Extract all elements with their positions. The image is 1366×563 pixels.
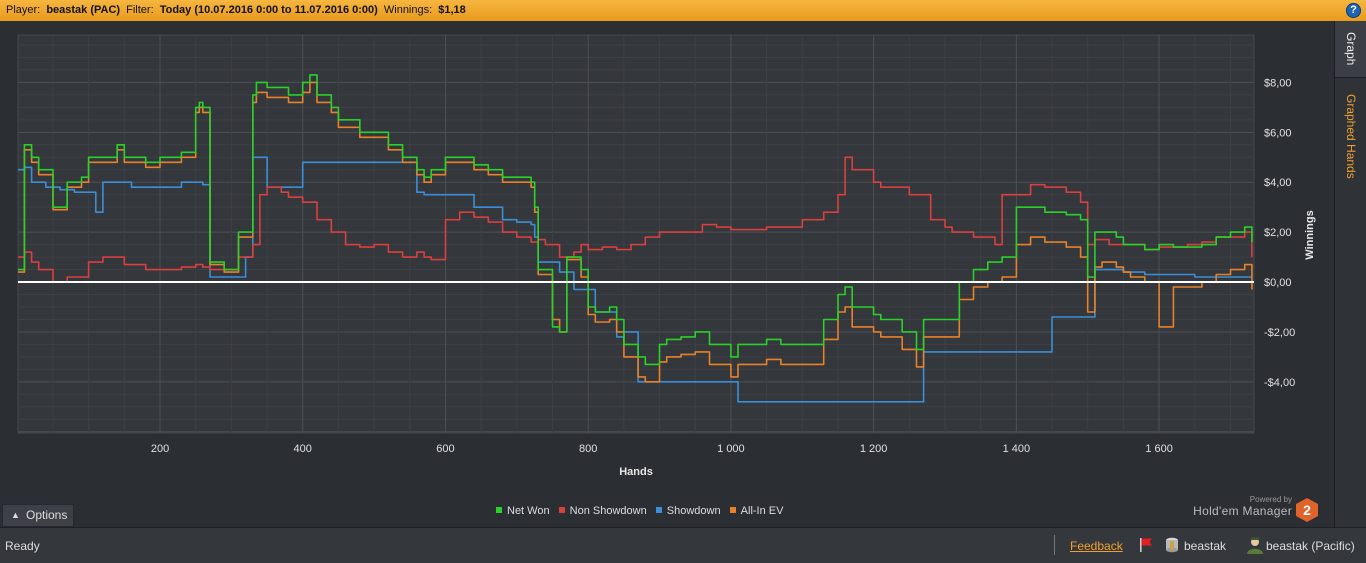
legend-swatch: [558, 507, 565, 513]
legend-label: Net Won: [507, 505, 550, 517]
y-axis-ticks: $8,00 $6,00 $4,00 $2,00 $0,00 -$2,00 -$4,00: [1264, 77, 1295, 388]
player-value: beastak (PAC): [46, 4, 121, 16]
grid-lines: [18, 35, 1254, 433]
logo-number: 2: [1303, 502, 1311, 518]
filter-value: Today (10.07.2016 0:00 to 11.07.2016 0:0…: [159, 4, 378, 16]
chevron-up-icon: ▲: [11, 510, 20, 520]
x-tick-label: 1 200: [860, 443, 888, 455]
x-tick-label: 600: [436, 443, 454, 455]
database-icon[interactable]: [1164, 537, 1180, 553]
x-tick-label: 400: [294, 443, 312, 455]
legend-item-all-in-ev[interactable]: All-In EV: [729, 505, 784, 517]
y-tick-label: $4,00: [1264, 177, 1292, 189]
tab-graph-label: Graph: [1344, 32, 1358, 66]
flag-icon[interactable]: [1138, 537, 1154, 553]
player-label: Player:: [6, 4, 41, 16]
brand-logo: Powered by Hold'em Manager 2: [1190, 495, 1330, 525]
winnings-value: $1,18: [438, 4, 466, 16]
legend-swatch: [655, 507, 662, 513]
legend-label: All-In EV: [740, 505, 784, 517]
database-name: beastak: [1184, 539, 1227, 553]
player-account: beastak (Pacific): [1266, 539, 1355, 553]
x-tick-label: 1 000: [717, 443, 745, 455]
feedback-link[interactable]: Feedback: [1070, 539, 1123, 553]
y-tick-label: $6,00: [1264, 127, 1292, 139]
hem2-logo-icon: 2: [1296, 498, 1318, 522]
y-tick-label: $8,00: [1264, 77, 1292, 89]
powered-by-text: Powered by: [1249, 495, 1292, 504]
y-tick-label: -$2,00: [1264, 327, 1295, 339]
tab-graph[interactable]: Graph: [1335, 21, 1366, 78]
winnings-label: Winnings:: [383, 4, 433, 16]
x-tick-label: 200: [151, 443, 169, 455]
y-tick-label: $0,00: [1264, 277, 1292, 289]
options-label: Options: [26, 508, 68, 522]
tab-graphed-hands[interactable]: Graphed Hands: [1335, 91, 1366, 181]
brand-name: Hold'em Manager: [1193, 504, 1292, 518]
x-axis-ticks: 200 400 600 800 1 000 1 200 1 400 1 600: [151, 443, 1173, 455]
x-tick-label: 1 600: [1145, 443, 1173, 455]
filter-header-bar: Player: beastak (PAC) Filter: Today (10.…: [0, 0, 1366, 21]
tab-graphed-hands-label: Graphed Hands: [1344, 93, 1358, 179]
legend-item-showdown[interactable]: Showdown: [655, 505, 721, 517]
status-divider: [1054, 535, 1055, 555]
legend-label: Non Showdown: [569, 505, 647, 517]
options-button[interactable]: ▲ Options: [2, 504, 74, 527]
filter-label: Filter:: [126, 4, 154, 16]
x-axis-title: Hands: [619, 466, 653, 478]
y-tick-label: $2,00: [1264, 227, 1292, 239]
y-tick-label: -$4,00: [1264, 377, 1295, 389]
status-bar: Ready Feedback beastak beastak (Pacific): [0, 527, 1366, 563]
legend-item-net-won[interactable]: Net Won: [496, 505, 550, 517]
user-avatar-icon[interactable]: [1246, 536, 1264, 554]
help-icon[interactable]: ?: [1346, 3, 1361, 18]
legend-swatch: [729, 507, 736, 513]
x-tick-label: 800: [579, 443, 597, 455]
series-lines: [18, 74, 1253, 403]
winnings-chart: 200 400 600 800 1 000 1 200 1 400 1 600 $8,00 $6…: [17, 34, 1316, 478]
graph-panel: 200 400 600 800 1 000 1 200 1 400 1 600 $8,00 $6…: [0, 21, 1333, 527]
legend-label: Showdown: [666, 505, 721, 517]
legend-swatch: [496, 507, 502, 513]
chart-legend: Net Won Non Showdown Showdown All-In EV: [496, 505, 789, 521]
series-line-net-won: [18, 74, 1253, 366]
x-tick-label: 1 400: [1003, 443, 1031, 455]
status-text: Ready: [5, 539, 40, 553]
series-line-showdown: [18, 156, 1252, 403]
y-axis-title: Winnings: [1304, 210, 1316, 259]
legend-item-non-showdown[interactable]: Non Showdown: [558, 505, 647, 517]
side-tabs: Graph Graphed Hands: [1334, 21, 1366, 527]
plot-background: [17, 34, 1255, 434]
